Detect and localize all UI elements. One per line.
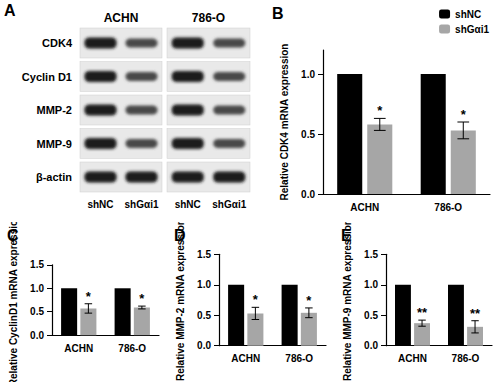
svg-text:Relative MMP-9 mRNA expression: Relative MMP-9 mRNA expression [342, 222, 353, 381]
svg-text:Relative CDK4 mRNA expression: Relative CDK4 mRNA expression [279, 44, 290, 201]
svg-text:shGαi1: shGαi1 [212, 199, 246, 210]
svg-text:1.5: 1.5 [364, 249, 378, 260]
svg-text:*: * [139, 291, 145, 306]
svg-text:1.0: 1.0 [301, 69, 315, 80]
svg-text:ACHN: ACHN [350, 202, 379, 213]
svg-text:shNC: shNC [455, 9, 481, 20]
svg-text:1.0: 1.0 [364, 279, 378, 290]
svg-text:1.5: 1.5 [30, 259, 44, 270]
svg-text:0.5: 0.5 [30, 306, 44, 317]
svg-text:786-O: 786-O [452, 353, 480, 364]
svg-text:0.5: 0.5 [197, 310, 211, 321]
svg-text:*: * [306, 293, 312, 308]
svg-text:shNC: shNC [175, 199, 201, 210]
svg-text:shNC: shNC [87, 199, 113, 210]
svg-text:MMP-9: MMP-9 [37, 138, 72, 150]
svg-text:1.5: 1.5 [197, 249, 211, 260]
svg-text:MMP-2: MMP-2 [37, 104, 72, 116]
svg-text:ACHN: ACHN [104, 11, 139, 25]
svg-text:786-O: 786-O [434, 202, 462, 213]
svg-text:D: D [174, 227, 186, 244]
svg-text:786-O: 786-O [192, 11, 225, 25]
svg-text:shGαi1: shGαi1 [455, 24, 489, 35]
svg-text:A: A [4, 2, 16, 19]
svg-text:0.0: 0.0 [197, 340, 211, 351]
svg-text:0.0: 0.0 [301, 189, 315, 200]
svg-text:CDK4: CDK4 [42, 37, 73, 49]
svg-text:Relative CyclinD1 mRNA express: Relative CyclinD1 mRNA expression [8, 222, 19, 382]
svg-text:1.0: 1.0 [197, 279, 211, 290]
svg-text:Relative MMP-2 mRNA expression: Relative MMP-2 mRNA expression [175, 222, 186, 381]
svg-text:β-actin: β-actin [36, 171, 72, 183]
svg-text:*: * [377, 103, 383, 118]
svg-text:*: * [253, 292, 259, 307]
svg-text:0.5: 0.5 [364, 310, 378, 321]
svg-text:**: ** [470, 306, 481, 321]
svg-text:shGαi1: shGαi1 [125, 199, 159, 210]
svg-text:ACHN: ACHN [398, 353, 427, 364]
svg-text:786-O: 786-O [285, 353, 313, 364]
svg-text:Cyclin D1: Cyclin D1 [22, 71, 72, 83]
svg-text:*: * [86, 289, 92, 304]
svg-text:0.5: 0.5 [301, 129, 315, 140]
svg-text:786-O: 786-O [118, 343, 146, 354]
svg-text:0.0: 0.0 [30, 330, 44, 341]
svg-text:B: B [272, 5, 284, 22]
svg-text:E: E [341, 227, 352, 244]
svg-text:0.0: 0.0 [364, 340, 378, 351]
svg-text:ACHN: ACHN [231, 353, 260, 364]
svg-text:C: C [7, 227, 19, 244]
svg-text:**: ** [417, 305, 428, 320]
svg-text:*: * [461, 107, 467, 122]
svg-text:ACHN: ACHN [64, 343, 93, 354]
svg-text:1.0: 1.0 [30, 283, 44, 294]
